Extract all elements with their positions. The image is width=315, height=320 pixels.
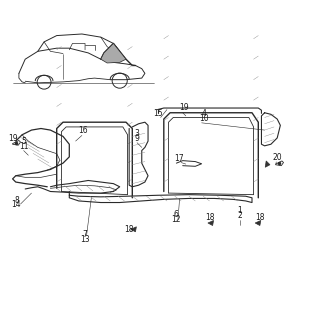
Text: 1: 1: [238, 206, 243, 215]
Text: 16: 16: [79, 126, 88, 135]
Text: 19: 19: [8, 134, 17, 143]
Text: 12: 12: [171, 215, 180, 224]
Text: 6: 6: [173, 210, 178, 219]
Polygon shape: [265, 161, 270, 167]
Text: 18: 18: [124, 226, 133, 235]
Text: 11: 11: [19, 142, 28, 151]
Text: 4: 4: [202, 109, 207, 118]
Text: 18: 18: [255, 213, 265, 222]
Text: 5: 5: [21, 137, 26, 146]
Text: 20: 20: [272, 153, 282, 162]
Text: 19: 19: [179, 103, 188, 112]
Text: 8: 8: [14, 196, 19, 204]
Text: 15: 15: [154, 109, 163, 118]
Text: 9: 9: [135, 134, 140, 143]
Text: 18: 18: [206, 213, 215, 222]
Text: 3: 3: [135, 129, 140, 138]
Text: 7: 7: [83, 230, 88, 239]
Text: 14: 14: [12, 200, 21, 209]
Polygon shape: [131, 227, 136, 232]
Polygon shape: [208, 220, 214, 226]
Polygon shape: [255, 220, 261, 226]
Text: 17: 17: [174, 154, 184, 163]
Text: 10: 10: [199, 114, 209, 123]
Polygon shape: [101, 44, 126, 63]
Text: 13: 13: [80, 235, 90, 244]
Text: 2: 2: [238, 211, 243, 220]
